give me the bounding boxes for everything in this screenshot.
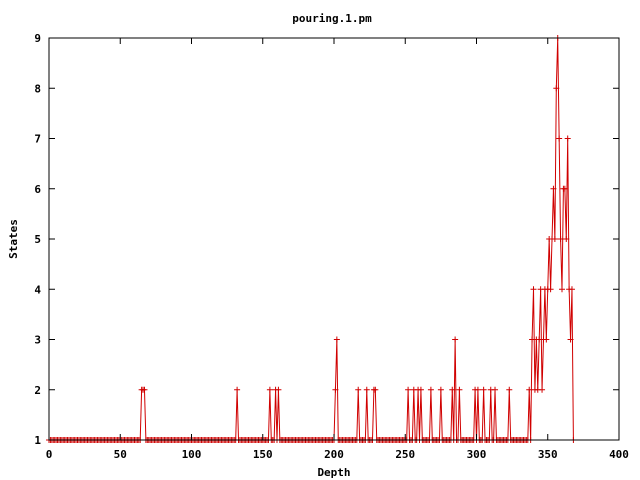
data-point (417, 386, 424, 393)
series-layer (46, 35, 577, 443)
data-point (449, 386, 456, 393)
data-point (332, 386, 339, 393)
data-point (372, 386, 379, 393)
data-point (539, 386, 546, 393)
data-point (551, 236, 558, 242)
data-point (275, 386, 282, 393)
chart-title: pouring.1.pm (292, 12, 372, 25)
data-point (556, 135, 563, 142)
x-tick-label: 150 (253, 448, 273, 461)
data-point (559, 286, 565, 293)
ticks-layer: 0 50 100 150 200 250 300 350 400 1 2 3 4 5 6 7 8 9 (34, 32, 629, 461)
x-tick-label: 350 (538, 448, 558, 461)
data-point (547, 286, 554, 293)
data-point (452, 336, 459, 343)
x-tick-label: 300 (467, 448, 487, 461)
y-tick-label: 3 (34, 334, 41, 347)
data-point (234, 386, 241, 393)
y-tick-label: 8 (34, 82, 41, 95)
y-tick-label: 6 (34, 183, 41, 196)
x-tick-label: 250 (395, 448, 415, 461)
y-tick-label: 1 (34, 434, 41, 447)
data-point (550, 185, 557, 192)
data-point (355, 386, 362, 393)
data-point (561, 185, 568, 192)
y-tick-label: 5 (34, 233, 41, 246)
data-point (333, 336, 340, 343)
series-points (46, 35, 577, 443)
x-tick-label: 100 (182, 448, 202, 461)
data-point (480, 386, 487, 393)
y-axis-label: States (7, 219, 20, 259)
data-point (530, 286, 537, 293)
y-tick-label: 4 (34, 283, 41, 296)
data-point (492, 386, 499, 393)
data-point (526, 386, 533, 393)
x-tick-label: 0 (46, 448, 53, 461)
x-tick-label: 400 (609, 448, 629, 461)
data-point (543, 336, 550, 343)
data-point (456, 386, 463, 393)
data-point (563, 236, 570, 242)
data-point (405, 386, 412, 393)
x-axis-label: Depth (317, 466, 350, 479)
data-point (437, 386, 444, 393)
x-tick-label: 200 (324, 448, 344, 461)
data-point (568, 286, 575, 293)
data-point (266, 386, 273, 393)
y-tick-label: 7 (34, 133, 41, 146)
series-line (49, 37, 574, 441)
y-tick-label: 2 (34, 384, 41, 397)
y-tick-label: 9 (34, 32, 41, 45)
plot-frame (48, 37, 620, 441)
data-point (474, 386, 481, 393)
data-point (553, 85, 560, 92)
data-point (427, 386, 434, 393)
data-point (141, 386, 148, 393)
data-point (557, 236, 564, 242)
x-tick-label: 50 (114, 448, 127, 461)
data-point (506, 386, 513, 393)
data-point (363, 386, 370, 393)
data-point (567, 336, 574, 343)
data-point (564, 135, 571, 142)
